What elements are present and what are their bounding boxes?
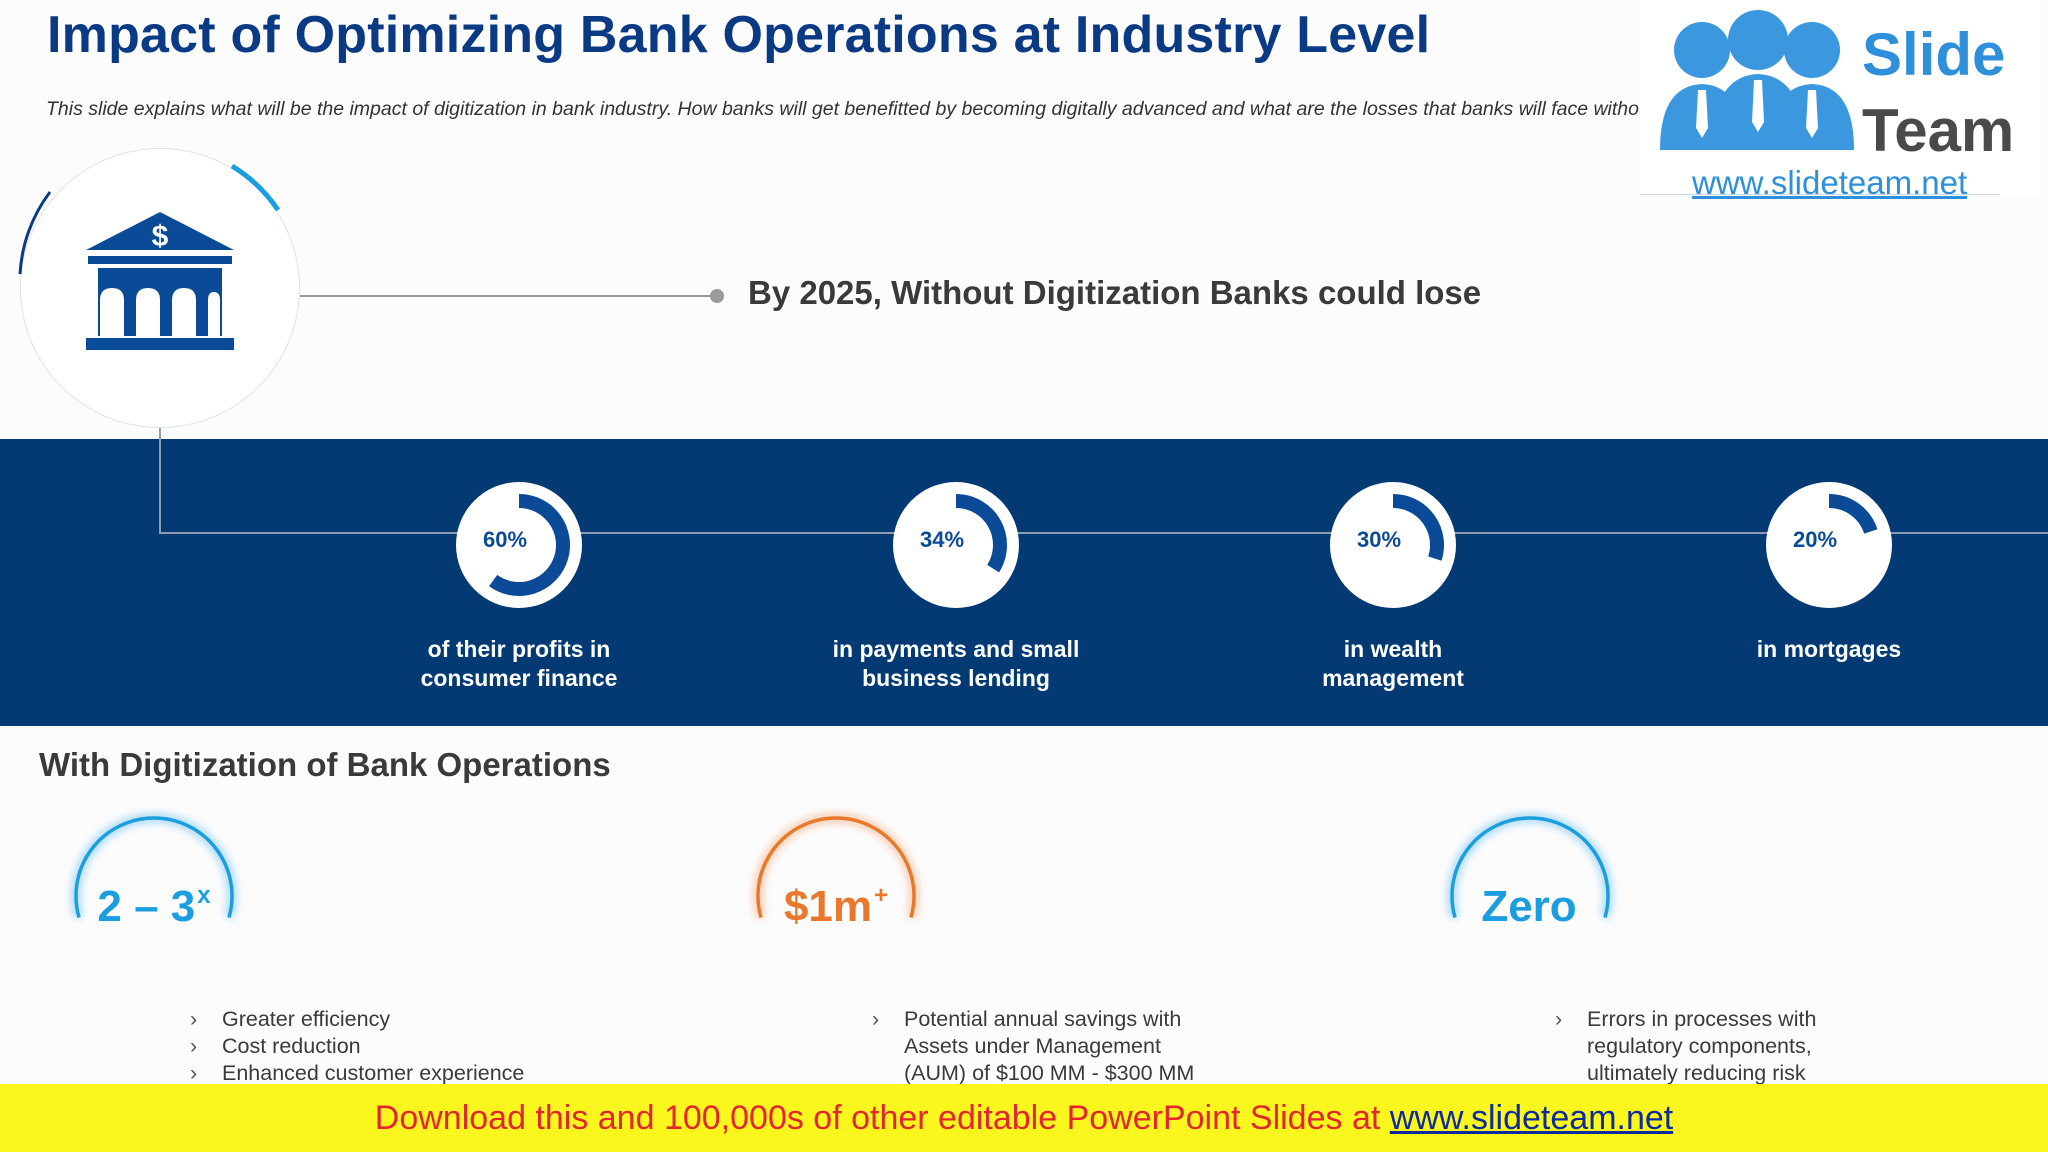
- slide-subtitle: This slide explains what will be the imp…: [46, 98, 1753, 120]
- bullet-item: ultimately reducing risk: [1587, 1061, 1806, 1085]
- stat-wealth-management: 30% in wealth management: [1223, 481, 1563, 693]
- metric-ring: [753, 813, 919, 919]
- donut-percent-label: 34%: [920, 527, 964, 552]
- bullet-item: Errors in processes with: [1555, 1006, 1816, 1033]
- stat-desc-line1: of their profits in: [427, 636, 611, 662]
- bullet-item: Greater efficiency: [190, 1006, 524, 1033]
- stat-donut: 60%: [456, 482, 582, 608]
- svg-text:$: $: [152, 220, 169, 253]
- metric-value: Zero: [1481, 882, 1577, 931]
- slide-title: Impact of Optimizing Bank Operations at …: [47, 6, 1431, 64]
- download-banner[interactable]: Download this and 100,000s of other edit…: [0, 1084, 2048, 1152]
- bullet-item: Cost reduction: [190, 1033, 524, 1060]
- stat-payments-lending: 34% in payments and small business lendi…: [786, 481, 1126, 693]
- metric-efficiency-bullets: Greater efficiency Cost reduction Enhanc…: [190, 1006, 524, 1087]
- stat-donut: 34%: [893, 482, 1019, 608]
- stat-desc-line2: management: [1322, 665, 1464, 691]
- metric-savings: $1m+: [746, 806, 926, 986]
- band-connector-horizontal: [159, 532, 2048, 534]
- stat-description: in payments and small business lending: [786, 635, 1126, 693]
- stat-mortgages: 20% in mortgages: [1659, 481, 1999, 664]
- band-connector-vertical: [159, 428, 161, 533]
- donut-percent-label: 20%: [1793, 527, 1837, 552]
- slideteam-logo[interactable]: Slide Team www.slideteam.net: [1640, 0, 2040, 201]
- people-group-icon: [1660, 10, 1854, 150]
- donut-arc: [489, 494, 570, 596]
- logo-team-text: Team: [1862, 97, 2015, 164]
- stat-donut: 20%: [1766, 482, 1892, 608]
- donut-arc: [1392, 494, 1444, 561]
- stat-desc-line1: in mortgages: [1756, 636, 1902, 662]
- logo-url-link[interactable]: www.slideteam.net: [1692, 164, 1968, 201]
- banner-text: Download this and 100,000s of other edit…: [374, 1099, 1390, 1137]
- stat-description: of their profits in consumer finance: [349, 635, 689, 693]
- metric-savings-bullets: Potential annual savings with Assets und…: [872, 1006, 1194, 1087]
- lose-heading: By 2025, Without Digitization Banks coul…: [748, 274, 1482, 311]
- bullet-item: Assets under Management: [904, 1034, 1161, 1058]
- connector-line: [300, 295, 714, 297]
- metric-ring: [71, 813, 237, 919]
- metric-errors: Zero: [1440, 806, 1620, 986]
- metric-errors-bullets: Errors in processes with regulatory comp…: [1555, 1006, 1816, 1087]
- ring-arc: [74, 816, 234, 918]
- metric-efficiency: 2 – 3x: [64, 806, 244, 986]
- metric-value: $1m+: [783, 882, 889, 931]
- donut-percent-label: 60%: [483, 527, 527, 552]
- bullet-item: Enhanced customer experience: [190, 1060, 524, 1087]
- metric-value: 2 – 3x: [97, 882, 211, 931]
- donut-percent-label: 30%: [1357, 527, 1401, 552]
- bullet-item: Potential annual savings with: [872, 1006, 1194, 1033]
- connector-dot: [710, 289, 724, 303]
- stat-desc-line2: business lending: [862, 665, 1050, 691]
- stat-consumer-finance: 60% of their profits in consumer finance: [349, 481, 689, 693]
- digitization-heading: With Digitization of Bank Operations: [39, 746, 611, 783]
- bank-circle-accent-arcs: [18, 163, 281, 275]
- stat-description: in mortgages: [1659, 635, 1999, 664]
- ring-arc: [756, 816, 916, 918]
- metric-ring: [1447, 813, 1613, 919]
- stats-band: [0, 439, 2048, 726]
- ring-arc: [1450, 816, 1610, 918]
- donut-arc: [1828, 494, 1878, 534]
- bank-building-dollar-icon: $: [86, 212, 234, 350]
- stat-donut: 30%: [1330, 482, 1456, 608]
- stat-desc-line1: in payments and small: [832, 636, 1080, 662]
- bullet-item: regulatory components,: [1587, 1034, 1812, 1058]
- stat-desc-line1: in wealth: [1343, 636, 1443, 662]
- stat-desc-line2: consumer finance: [420, 665, 618, 691]
- logo-divider: [1640, 194, 2000, 195]
- banner-link[interactable]: www.slideteam.net: [1389, 1099, 1674, 1137]
- logo-slide-text: Slide: [1862, 21, 2006, 88]
- stat-description: in wealth management: [1223, 635, 1563, 693]
- bullet-item: (AUM) of $100 MM - $300 MM: [904, 1061, 1195, 1085]
- donut-arc: [955, 494, 1007, 573]
